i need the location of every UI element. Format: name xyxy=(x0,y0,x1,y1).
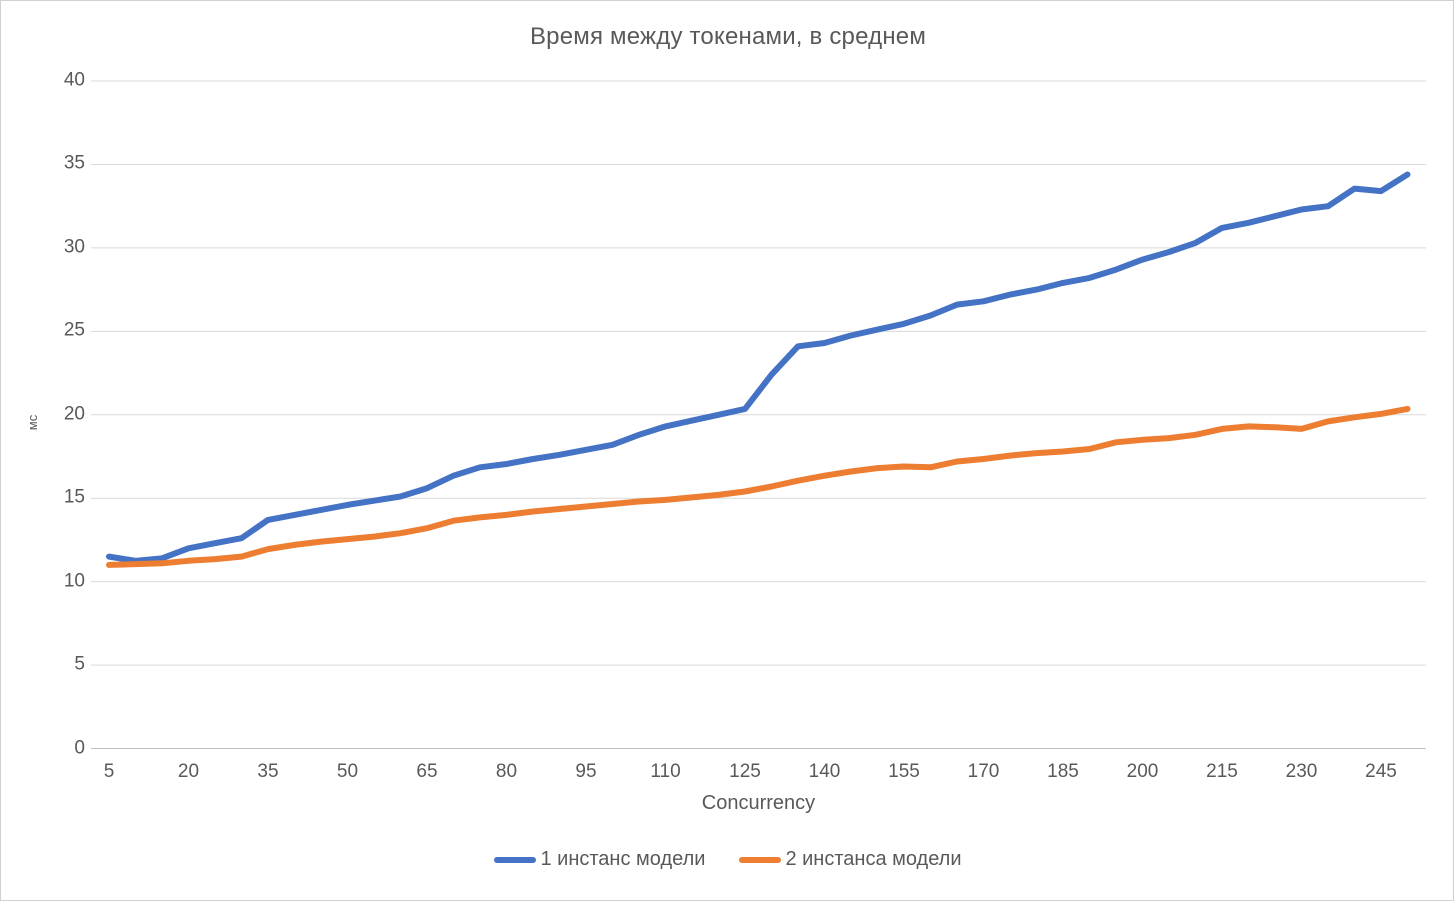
y-tick-label: 10 xyxy=(63,570,85,592)
x-tick-label: 245 xyxy=(1365,761,1397,782)
y-tick-label: 20 xyxy=(63,403,85,425)
legend: 1 инстанс модели 2 инстанса модели xyxy=(1,848,1453,871)
legend-label-series-1: 1 инстанс модели xyxy=(540,848,706,870)
y-tick-label: 0 xyxy=(74,737,85,759)
legend-item-series-1[interactable]: 1 инстанс модели xyxy=(494,848,705,871)
y-tick-label: 30 xyxy=(63,236,85,258)
x-tick-label: 155 xyxy=(888,761,920,782)
x-tick-label: 5 xyxy=(103,761,115,782)
x-tick-label: 110 xyxy=(650,761,681,782)
y-axis-title: мс xyxy=(25,414,41,431)
y-tick-label: 35 xyxy=(63,152,85,174)
chart-title: Время между токенами, в среднем xyxy=(529,23,927,50)
x-tick-label: 200 xyxy=(1126,761,1159,782)
x-tick-label: 170 xyxy=(967,761,1000,782)
x-tick-label: 35 xyxy=(257,761,279,782)
y-tick-label: 40 xyxy=(63,69,85,91)
x-tick-label: 125 xyxy=(729,761,761,782)
x-tick-label: 50 xyxy=(336,761,359,782)
x-tick-label: 65 xyxy=(416,761,438,782)
x-tick-label: 215 xyxy=(1206,761,1238,782)
y-tick-label: 5 xyxy=(74,653,85,675)
legend-label-series-2: 2 инстанса модели xyxy=(785,848,962,870)
x-tick-label: 95 xyxy=(575,761,597,782)
legend-item-series-2[interactable]: 2 инстанса модели xyxy=(739,848,962,871)
series-2-line-swatch xyxy=(739,856,782,863)
x-tick-label: 20 xyxy=(177,761,200,782)
x-tick-label: 80 xyxy=(495,761,518,782)
series-line-1[interactable] xyxy=(106,171,1411,564)
y-tick-label: 15 xyxy=(63,486,85,508)
x-axis-title: Concurrency xyxy=(701,792,816,814)
x-tick-label: 230 xyxy=(1285,761,1318,782)
x-tick-label: 185 xyxy=(1047,761,1079,782)
series-line-2[interactable] xyxy=(106,405,1411,568)
y-tick-label: 25 xyxy=(63,319,85,341)
series-1-line-swatch xyxy=(494,856,537,863)
x-tick-label: 140 xyxy=(808,761,841,782)
